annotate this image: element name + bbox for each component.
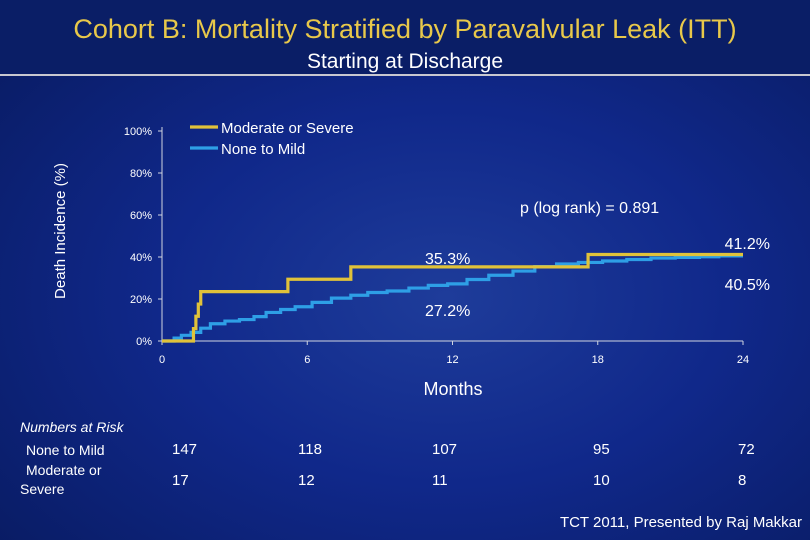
risk-table-cell: 17 (172, 472, 189, 489)
x-tick-label: 0 (159, 354, 165, 366)
chart-annotation: 27.2% (425, 303, 470, 320)
title-bar (0, 0, 810, 74)
slide-subtitle: Starting at Discharge (306, 50, 504, 73)
y-axis-label: Death Incidence (%) (52, 163, 69, 299)
y-tick-label: 40% (130, 252, 152, 264)
y-tick-label: 60% (130, 210, 152, 222)
x-axis-label: Months (423, 379, 482, 399)
x-tick-label: 6 (304, 354, 310, 366)
x-tick-label: 18 (592, 354, 604, 366)
risk-table-cell: 95 (593, 441, 610, 458)
risk-table-cell: 8 (738, 472, 747, 489)
chart-annotation: 40.5% (725, 277, 770, 294)
risk-row-label-moderate-or: Moderate or (26, 462, 102, 478)
chart-annotation: 41.2% (725, 236, 770, 253)
series-line-moderate-or-severe (162, 252, 743, 343)
risk-row-label-severe: Severe (20, 481, 65, 497)
slide-title: Cohort B: Mortality Stratified by Parava… (73, 14, 737, 44)
chart-axes: 0% 20% 40% 60% 80% 100% 0 6 12 18 24 (124, 126, 749, 366)
y-tick-label: 80% (130, 168, 152, 180)
y-tick-label: 20% (130, 294, 152, 306)
series-line-none-to-mild (162, 254, 743, 343)
risk-table-cell: 72 (738, 441, 755, 458)
risk-table-title: Numbers at Risk (20, 419, 124, 435)
risk-table-cell: 147 (172, 441, 198, 458)
chart-annotation: 35.3% (425, 251, 470, 268)
chart-annotation: p (log rank) = 0.891 (520, 200, 659, 217)
chart-legend: Moderate or Severe None to Mild (190, 120, 354, 158)
risk-row-label-none-to-mild: None to Mild (26, 442, 105, 458)
chart-series (162, 252, 743, 343)
y-tick-label: 0% (136, 336, 152, 348)
risk-table-cell: 11 (432, 472, 448, 489)
y-tick-label: 100% (124, 126, 152, 138)
risk-table-cell: 107 (432, 441, 458, 458)
legend-entry: None to Mild (221, 141, 305, 158)
footer-credit: TCT 2011, Presented by Raj Makkar (559, 514, 802, 531)
legend-entry: Moderate or Severe (221, 120, 354, 137)
risk-table-cell: 12 (298, 472, 315, 489)
x-tick-label: 24 (737, 354, 749, 366)
risk-table-cell: 118 (298, 441, 322, 458)
risk-table-cell: 10 (593, 472, 610, 489)
chart-annotations: p (log rank) = 0.891 35.3% 27.2% 41.2% 40.5% (425, 200, 770, 320)
title-divider (0, 74, 810, 76)
x-tick-label: 12 (446, 354, 458, 366)
